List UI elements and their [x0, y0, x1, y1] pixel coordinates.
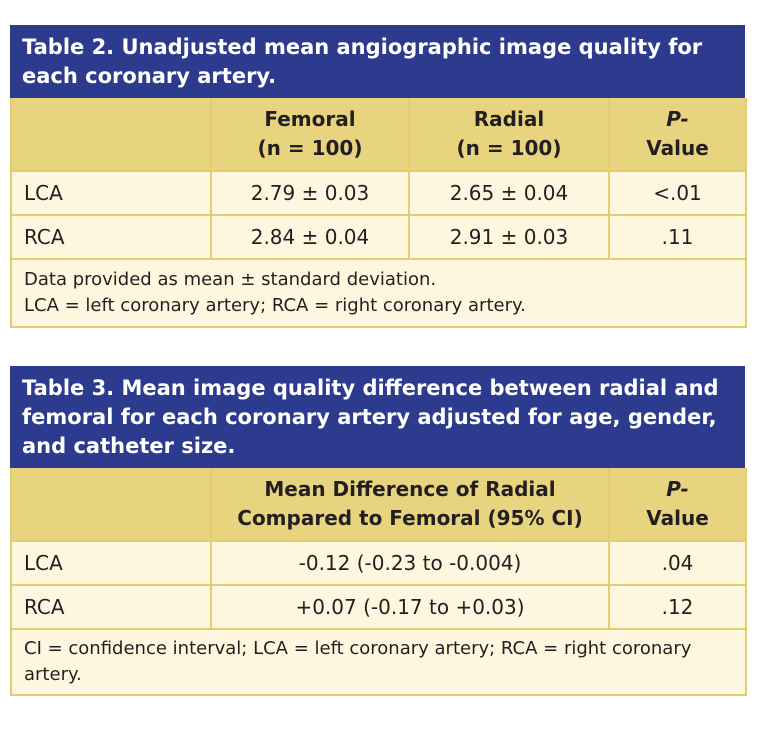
table-title: Table 3. Mean image quality difference b…	[10, 366, 745, 468]
header-text: Compared to Femoral (95% CI)	[237, 506, 583, 530]
cell: RCA	[10, 214, 212, 260]
cell: .04	[608, 540, 747, 586]
header-cell	[10, 98, 211, 172]
header-text: (n = 100)	[456, 136, 562, 160]
header-cell: P- Value	[608, 468, 747, 542]
row: LCA 2.79 ± 0.03 2.65 ± 0.04 <.01	[10, 170, 747, 216]
header-text: Value	[646, 506, 709, 530]
cell: 2.65 ± 0.04	[408, 170, 610, 216]
header-text: Value	[646, 136, 709, 160]
header-cell: Femoral (n = 100)	[210, 98, 410, 172]
table: Femoral (n = 100) Radial (n = 100) P- Value…	[10, 98, 747, 328]
notes-row: Data provided as mean ± standard deviati…	[10, 258, 747, 328]
header-text: Mean Difference of Radial	[264, 477, 556, 501]
header-text: Femoral	[264, 107, 356, 131]
table-title: Table 2. Unadjusted mean angiographic im…	[10, 25, 745, 98]
cell: 2.79 ± 0.03	[210, 170, 410, 216]
cell: RCA	[10, 584, 212, 630]
cell: LCA	[10, 540, 212, 586]
notes-row: CI = confidence interval; LCA = left cor…	[10, 628, 747, 696]
header-row: Femoral (n = 100) Radial (n = 100) P- Value	[10, 98, 747, 172]
header-cell: P- Value	[608, 98, 747, 172]
row: RCA 2.84 ± 0.04 2.91 ± 0.03 .11	[10, 214, 747, 260]
cell: .11	[608, 214, 747, 260]
cell: 2.91 ± 0.03	[408, 214, 610, 260]
note: Data provided as mean ± standard deviati…	[24, 269, 437, 290]
header-cell	[10, 468, 211, 542]
notes: Data provided as mean ± standard deviati…	[10, 258, 747, 328]
cell: <.01	[608, 170, 747, 216]
notes: CI = confidence interval; LCA = left cor…	[10, 628, 747, 696]
header-row: Mean Difference of Radial Compared to Fem…	[10, 468, 747, 542]
note: LCA = left coronary artery; RCA = right …	[24, 295, 526, 316]
cell: LCA	[10, 170, 212, 216]
row: RCA +0.07 (-0.17 to +0.03) .12	[10, 584, 747, 630]
header-cell: Radial (n = 100)	[408, 98, 610, 172]
table-2: Table 2. Unadjusted mean angiographic im…	[10, 25, 747, 328]
header-text: P-	[666, 477, 689, 501]
row: LCA -0.12 (-0.23 to -0.004) .04	[10, 540, 747, 586]
header-cell: Mean Difference of Radial Compared to Fem…	[210, 468, 610, 542]
table: Mean Difference of Radial Compared to Fem…	[10, 468, 747, 696]
cell: -0.12 (-0.23 to -0.004)	[210, 540, 610, 586]
header-text: Radial	[473, 107, 545, 131]
header-text: P-	[666, 107, 689, 131]
cell: .12	[608, 584, 747, 630]
cell: 2.84 ± 0.04	[210, 214, 410, 260]
cell: +0.07 (-0.17 to +0.03)	[210, 584, 610, 630]
table-3: Table 3. Mean image quality difference b…	[10, 366, 747, 696]
header-text: (n = 100)	[257, 136, 363, 160]
